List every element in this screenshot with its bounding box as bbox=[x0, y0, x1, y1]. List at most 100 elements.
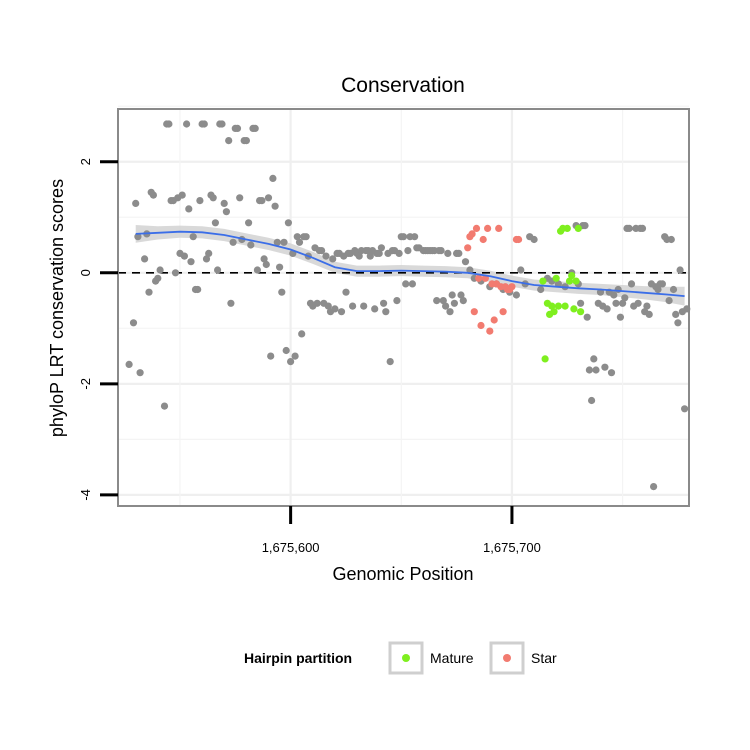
data-point-other bbox=[264, 194, 273, 202]
data-point-other bbox=[627, 280, 636, 288]
data-point-other bbox=[616, 313, 625, 321]
axes: 2 0 -2 -4 1,675,600 1,675,700 bbox=[78, 108, 690, 555]
data-point-other bbox=[293, 233, 301, 241]
data-point-other bbox=[251, 124, 259, 132]
data-point-mature bbox=[554, 302, 563, 310]
data-point-other bbox=[583, 313, 591, 321]
data-point-other bbox=[444, 249, 452, 257]
data-point-other bbox=[284, 219, 292, 227]
data-point-mature bbox=[572, 277, 580, 285]
data-point-other bbox=[318, 247, 326, 255]
data-point-other bbox=[136, 369, 144, 377]
data-point-other bbox=[271, 202, 279, 210]
data-point-other bbox=[253, 266, 261, 274]
data-point-other bbox=[260, 255, 268, 263]
y-tick-label: 0 bbox=[78, 269, 93, 276]
data-point-other bbox=[205, 249, 213, 257]
data-point-other bbox=[588, 396, 596, 405]
data-point-other bbox=[676, 266, 684, 274]
data-point-other bbox=[291, 352, 299, 360]
data-point-other bbox=[645, 310, 653, 318]
data-point-mature bbox=[550, 308, 558, 316]
data-point-other bbox=[295, 238, 304, 246]
data-point-other bbox=[442, 302, 450, 310]
data-point-other bbox=[189, 233, 197, 241]
data-point-star bbox=[477, 321, 485, 330]
data-point-star bbox=[495, 224, 503, 232]
data-point-mature bbox=[561, 302, 569, 310]
data-point-other bbox=[380, 299, 388, 307]
grid-lines bbox=[118, 105, 689, 506]
data-point-other bbox=[298, 330, 306, 338]
data-point-mature bbox=[577, 308, 585, 316]
data-point-other bbox=[180, 252, 188, 260]
x-tick-label: 1,675,700 bbox=[483, 540, 541, 555]
data-point-other bbox=[262, 260, 270, 269]
data-point-other bbox=[402, 280, 410, 288]
data-point-other bbox=[225, 137, 233, 145]
legend-label-mature: Mature bbox=[430, 650, 474, 666]
y-tick-label: -2 bbox=[78, 378, 93, 390]
data-point-other bbox=[269, 174, 277, 182]
data-point-other bbox=[171, 269, 180, 277]
data-point-other bbox=[517, 266, 525, 274]
data-point-star bbox=[490, 316, 498, 324]
data-point-other bbox=[674, 319, 682, 327]
data-point-other bbox=[411, 233, 419, 241]
data-point-mature bbox=[568, 272, 576, 280]
data-point-other bbox=[408, 280, 416, 288]
data-point-other bbox=[154, 274, 162, 282]
data-point-mature bbox=[570, 305, 578, 313]
data-point-mature bbox=[541, 355, 549, 363]
data-point-other bbox=[282, 346, 290, 355]
data-point-other bbox=[233, 124, 242, 132]
legend-key-mature-dot bbox=[402, 654, 410, 662]
legend-key-star-box bbox=[489, 641, 525, 675]
data-point-other bbox=[141, 255, 149, 263]
data-point-star bbox=[499, 308, 507, 316]
data-point-star bbox=[472, 224, 481, 232]
data-point-other bbox=[218, 120, 226, 128]
data-point-other bbox=[183, 120, 191, 128]
data-point-other bbox=[145, 288, 153, 296]
data-point-star bbox=[484, 224, 492, 232]
data-point-other bbox=[612, 299, 620, 307]
data-point-other bbox=[302, 233, 310, 241]
data-point-other bbox=[280, 238, 288, 246]
data-point-other bbox=[377, 244, 385, 252]
data-point-other bbox=[590, 355, 598, 363]
data-point-other bbox=[667, 235, 675, 244]
data-point-other bbox=[537, 285, 545, 294]
chart-title: Conservation bbox=[341, 74, 465, 97]
data-point-star bbox=[464, 244, 472, 252]
legend: Hairpin partition Mature Star bbox=[244, 641, 557, 675]
data-point-other bbox=[382, 308, 390, 316]
data-point-other bbox=[214, 266, 222, 274]
plot-panel-border bbox=[117, 108, 690, 507]
data-point-other bbox=[211, 219, 219, 227]
y-tick-label: 2 bbox=[78, 158, 93, 165]
data-point-other bbox=[267, 352, 275, 360]
smooth-line bbox=[135, 230, 685, 297]
data-point-other bbox=[337, 308, 346, 316]
data-point-mature bbox=[539, 277, 547, 285]
data-point-star bbox=[479, 235, 487, 244]
data-point-other bbox=[619, 299, 627, 307]
data-point-other bbox=[209, 194, 217, 202]
data-point-other bbox=[461, 258, 470, 266]
data-point-other bbox=[607, 369, 616, 377]
data-point-other bbox=[577, 299, 585, 307]
data-point-other bbox=[222, 208, 230, 216]
data-point-other bbox=[386, 358, 394, 366]
data-point-other bbox=[446, 308, 454, 316]
data-point-other bbox=[160, 402, 169, 410]
data-point-other bbox=[196, 197, 204, 205]
data-point-other bbox=[178, 191, 186, 199]
data-point-other bbox=[273, 238, 281, 246]
data-point-other bbox=[658, 280, 667, 288]
data-point-mature bbox=[548, 302, 556, 310]
legend-label-star: Star bbox=[531, 650, 557, 666]
data-point-other bbox=[439, 297, 447, 305]
data-point-other bbox=[220, 199, 228, 207]
